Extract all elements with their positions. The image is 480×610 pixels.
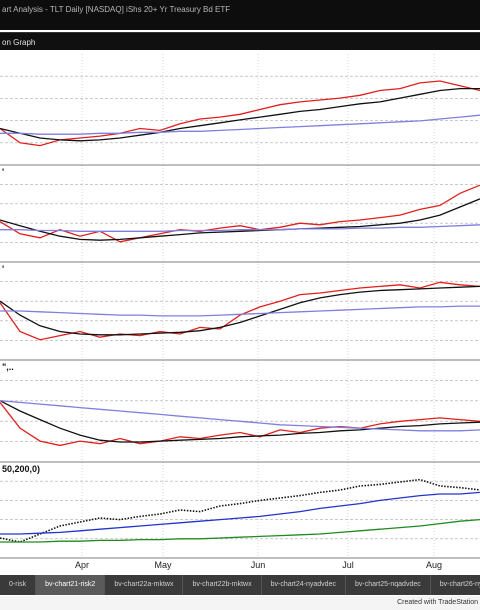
series-line — [0, 491, 480, 535]
panel-label: ",.. — [2, 362, 14, 372]
chart-background — [0, 50, 480, 572]
tab-bar: 0-risk bv-chart21-risk2 bv-chart22a-mktwx b… — [0, 575, 480, 595]
sheet-tab[interactable]: bv-chart26-nyhighlow — [430, 575, 480, 595]
panel-label: ' — [2, 167, 4, 177]
series-line — [0, 224, 480, 232]
series-line — [0, 400, 480, 443]
x-axis-label: Apr — [75, 560, 89, 570]
series-line — [0, 80, 480, 147]
sheet-tab[interactable]: bv-chart25-nqadvdec — [345, 575, 431, 595]
x-axis-label: May — [154, 560, 172, 570]
series-line — [0, 281, 480, 341]
series-line — [0, 478, 480, 543]
series-line — [0, 198, 480, 241]
series-line — [0, 402, 480, 447]
menu-bar: on Graph — [0, 32, 480, 51]
footer-text: Created with TradeStation — [397, 599, 478, 606]
panel-label: ' — [2, 264, 4, 274]
series-line — [0, 400, 480, 432]
series-line — [0, 87, 480, 142]
series-line — [0, 184, 480, 243]
sheet-tab[interactable]: bv-chart22b-mktwx — [183, 575, 262, 595]
sheet-tab[interactable]: bv-chart22a-mktwx — [105, 575, 184, 595]
series-line — [0, 305, 480, 317]
sheet-tab[interactable]: bv-chart21-risk2 — [36, 575, 106, 595]
series-line — [0, 518, 480, 543]
x-axis-label: Aug — [426, 560, 442, 570]
sheet-tab[interactable]: bv-chart24-nyadvdec — [261, 575, 346, 595]
series-line — [0, 114, 480, 135]
x-axis-label: Jul — [342, 560, 354, 570]
sheet-tab[interactable]: 0-risk — [0, 575, 37, 595]
panel-label: 50,200,0) — [2, 464, 40, 474]
menu-item[interactable]: on Graph — [2, 38, 36, 47]
x-axis-label: Jun — [251, 560, 266, 570]
series-line — [0, 285, 480, 336]
chart-area: Apr May Jun Jul Aug ' ' ",.. 50,200,0) — [0, 50, 480, 572]
footer: Created with TradeStation — [0, 596, 480, 610]
window-title: art Analysis - TLT Daily [NASDAQ] iShs 2… — [2, 5, 231, 14]
title-bar: art Analysis - TLT Daily [NASDAQ] iShs 2… — [0, 0, 480, 30]
